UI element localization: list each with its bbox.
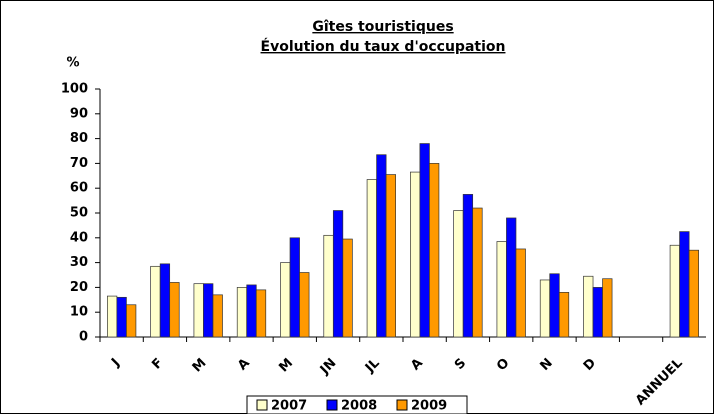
y-tick-label: 70 <box>70 156 88 171</box>
y-tick-label: 30 <box>70 255 88 270</box>
y-tick-label: 10 <box>70 305 88 320</box>
bar <box>299 272 310 338</box>
y-tick-label: 100 <box>61 82 88 97</box>
legend-box <box>246 395 468 414</box>
bar <box>462 194 474 338</box>
bar <box>515 248 526 338</box>
bar <box>376 154 387 338</box>
bar <box>506 217 517 338</box>
bar <box>558 292 570 338</box>
bar <box>126 304 137 338</box>
bar <box>255 289 267 338</box>
legend-swatch <box>256 399 268 411</box>
y-tick-label: 0 <box>79 330 88 345</box>
chart-title: Gîtes touristiques <box>312 19 453 35</box>
bar <box>280 262 291 338</box>
bar <box>150 265 161 338</box>
y-tick-label: 60 <box>70 181 88 196</box>
legend-swatch <box>326 399 338 411</box>
bar <box>193 283 204 338</box>
bar <box>385 174 396 338</box>
y-axis-label: % <box>66 56 79 71</box>
legend-swatch <box>396 399 408 411</box>
bar <box>107 295 118 338</box>
y-tick-label: 40 <box>70 230 88 245</box>
bar <box>246 284 257 338</box>
bar <box>342 238 353 338</box>
bar <box>203 283 214 338</box>
y-tick-label: 50 <box>70 206 88 221</box>
bar <box>472 207 483 338</box>
legend-label: 2007 <box>271 399 307 414</box>
y-tick-label: 20 <box>70 280 88 295</box>
legend-label: 2009 <box>411 399 447 414</box>
bar <box>289 237 300 338</box>
y-tick-label: 90 <box>70 106 88 121</box>
bar <box>583 275 594 338</box>
bar <box>496 241 507 338</box>
bar <box>419 143 430 338</box>
legend-label: 2008 <box>341 399 377 414</box>
bar <box>602 278 613 338</box>
chart-subtitle: Évolution du taux d'occupation <box>261 38 506 55</box>
bar <box>212 294 223 338</box>
bar <box>169 282 180 338</box>
bar <box>159 263 171 338</box>
bar <box>669 244 680 338</box>
bar <box>429 163 440 338</box>
bar <box>116 296 127 338</box>
y-tick-label: 80 <box>70 131 88 146</box>
bar <box>410 171 421 338</box>
bar <box>366 179 377 338</box>
bar <box>539 279 551 338</box>
bar <box>679 231 690 338</box>
bar <box>688 249 699 338</box>
bar <box>549 273 560 338</box>
bar <box>323 234 334 338</box>
bar <box>332 210 344 338</box>
bar <box>236 287 248 338</box>
bar <box>592 287 603 338</box>
bar <box>453 210 464 338</box>
